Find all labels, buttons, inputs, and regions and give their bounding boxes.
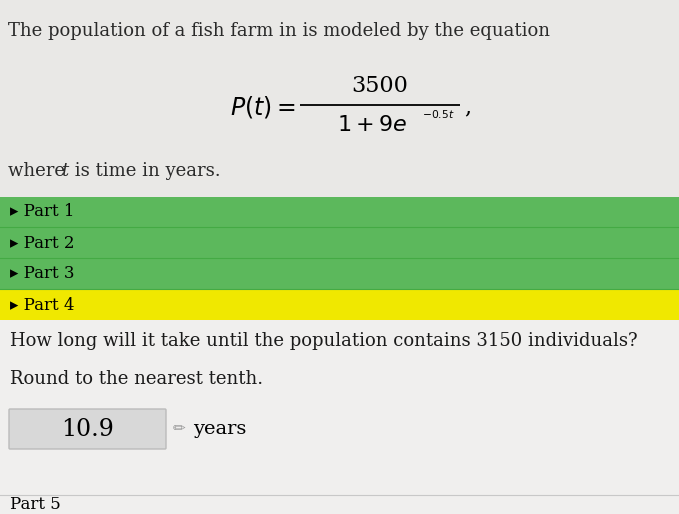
Bar bbox=[0, 259, 679, 289]
FancyBboxPatch shape bbox=[9, 409, 166, 449]
Text: years: years bbox=[193, 420, 246, 438]
Bar bbox=[0, 197, 679, 227]
Text: $^{-0.5t}$: $^{-0.5t}$ bbox=[422, 112, 454, 126]
Text: ▸ Part 4: ▸ Part 4 bbox=[10, 297, 75, 314]
Text: The population of a fish farm in is modeled by the equation: The population of a fish farm in is mode… bbox=[8, 22, 550, 40]
Bar bbox=[0, 495, 679, 514]
Text: $P(t)=$: $P(t)=$ bbox=[230, 94, 296, 120]
Text: ✏: ✏ bbox=[173, 421, 186, 436]
Text: is time in years.: is time in years. bbox=[69, 162, 221, 180]
Text: How long will it take until the population contains 3150 individuals?: How long will it take until the populati… bbox=[10, 332, 638, 350]
Bar bbox=[0, 320, 679, 495]
Text: where: where bbox=[8, 162, 71, 180]
Text: Round to the nearest tenth.: Round to the nearest tenth. bbox=[10, 370, 263, 388]
Bar bbox=[0, 290, 679, 320]
Bar bbox=[0, 228, 679, 258]
Bar bbox=[0, 0, 679, 205]
Text: $1 + 9e$: $1 + 9e$ bbox=[337, 114, 407, 136]
Text: Part 5: Part 5 bbox=[10, 496, 60, 513]
Text: ▸ Part 2: ▸ Part 2 bbox=[10, 234, 75, 251]
Text: 3500: 3500 bbox=[352, 75, 409, 97]
Text: 10.9: 10.9 bbox=[61, 417, 114, 440]
Text: ▸ Part 3: ▸ Part 3 bbox=[10, 266, 75, 283]
Text: ,: , bbox=[464, 96, 471, 118]
Text: t: t bbox=[61, 162, 69, 180]
Text: ▸ Part 1: ▸ Part 1 bbox=[10, 204, 75, 221]
